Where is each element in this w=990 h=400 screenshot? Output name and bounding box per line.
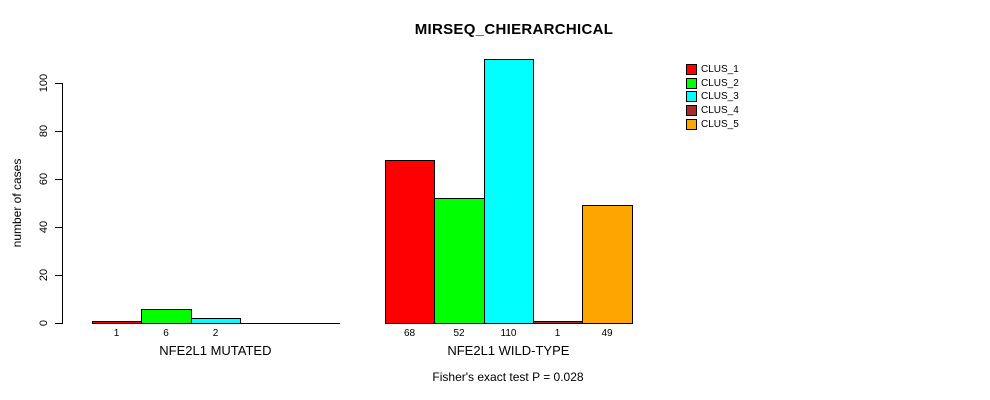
bar-clus_2: [434, 198, 485, 324]
y-axis-label: number of cases: [10, 158, 24, 248]
legend-label: CLUS_1: [701, 64, 739, 75]
bar-value-label: 68: [403, 328, 416, 339]
legend-swatch-clus_5: [686, 118, 697, 130]
legend-swatch-clus_2: [686, 77, 697, 89]
legend-label: CLUS_4: [701, 105, 739, 117]
bar-value-label: 1: [554, 328, 561, 339]
y-axis-tick-label: 100: [38, 73, 50, 93]
chart-title: MIRSEQ_CHIERARCHICAL: [414, 21, 614, 38]
x-axis-group-label: NFE2L1 WILD-TYPE: [447, 343, 570, 358]
bar-value-label: 1: [113, 328, 120, 339]
y-axis-line: [62, 83, 63, 324]
legend-swatch-clus_4: [686, 105, 697, 117]
y-axis-tick: [55, 131, 62, 132]
bar-clus_4: [533, 321, 583, 324]
legend-swatch-clus_1: [686, 64, 697, 75]
bar-clus_2: [141, 309, 192, 324]
bar-clus_5: [582, 205, 633, 324]
legend-item: CLUS_2: [686, 77, 766, 89]
bar-value-label: 6: [163, 328, 169, 339]
y-axis-tick: [55, 275, 62, 276]
annotation-pvalue: Fisher's exact test P = 0.028: [432, 370, 584, 384]
bar-clus_1: [385, 160, 435, 324]
y-axis-tick: [55, 227, 62, 228]
legend-swatch-clus_3: [686, 91, 697, 103]
bar-value-label: 49: [601, 328, 613, 339]
y-axis-tick-label: 60: [38, 172, 50, 186]
legend-label: CLUS_3: [701, 91, 739, 103]
legend-item: CLUS_4: [686, 105, 766, 117]
y-axis-tick: [55, 323, 62, 324]
bar-clus_1: [92, 321, 142, 324]
bar-value-label: 110: [500, 328, 517, 339]
bar-value-label: 52: [453, 328, 465, 339]
legend-label: CLUS_5: [701, 118, 739, 130]
x-axis-group-label: NFE2L1 MUTATED: [159, 343, 272, 358]
legend-item: CLUS_1: [686, 64, 766, 75]
legend-item: CLUS_5: [686, 118, 766, 130]
y-axis-tick-label: 0: [38, 319, 50, 327]
bar-clus_3: [191, 318, 241, 324]
y-axis-tick-label: 80: [38, 124, 50, 138]
y-axis-tick-label: 20: [38, 268, 50, 282]
legend-label: CLUS_2: [701, 77, 739, 89]
y-axis-tick: [55, 179, 62, 180]
y-axis-tick-label: 40: [38, 220, 50, 234]
bar-value-label: 2: [212, 328, 219, 339]
legend-item: CLUS_3: [686, 91, 766, 103]
bar-clus_3: [484, 59, 534, 324]
y-axis-tick: [55, 83, 62, 84]
